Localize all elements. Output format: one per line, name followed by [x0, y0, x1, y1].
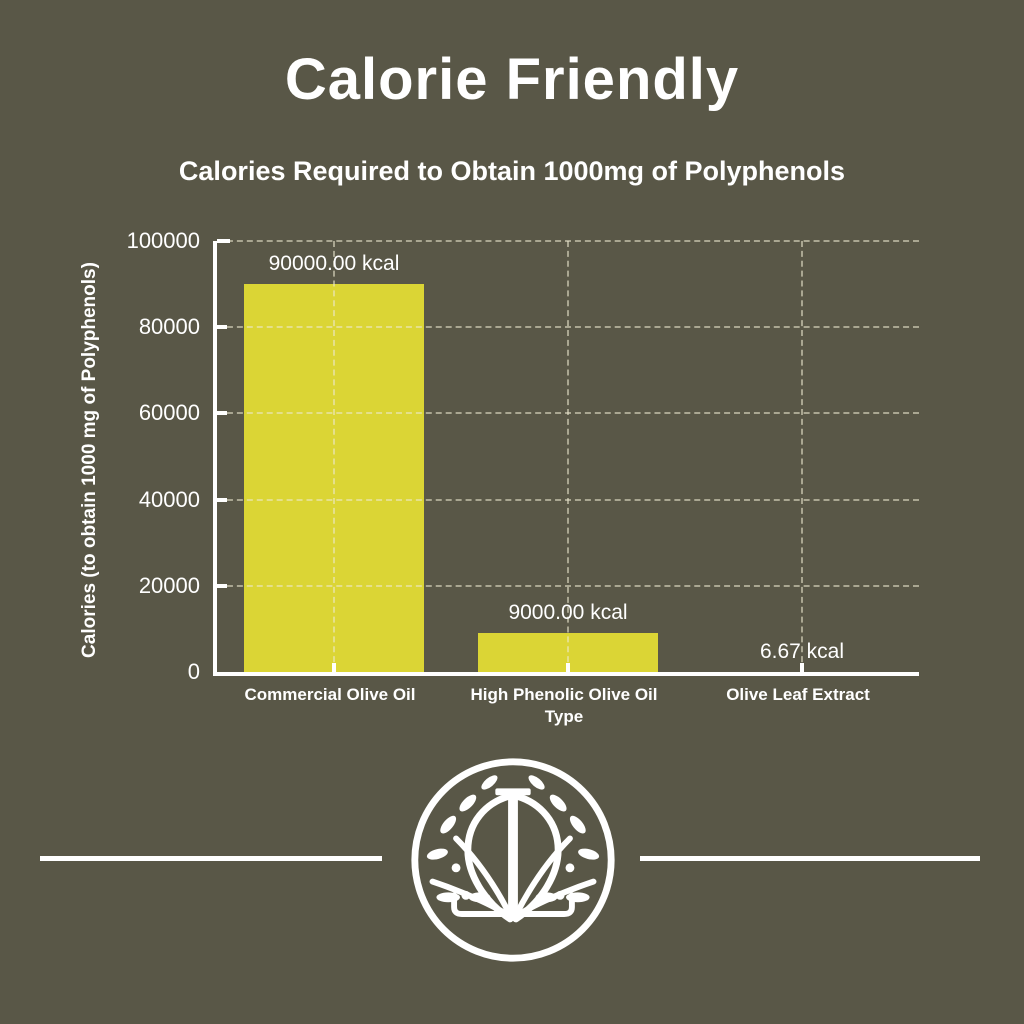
y-tick-label: 100000 [126, 228, 200, 253]
olive-tree-logo-icon [405, 752, 621, 968]
y-tick-label: 0 [187, 659, 200, 684]
x-axis-labels: Commercial Olive Oil High Phenolic Olive … [213, 684, 915, 754]
y-tick-mark [217, 411, 227, 416]
y-tick-label: 60000 [138, 400, 200, 426]
gridline-vertical [801, 241, 803, 672]
x-category-label: Commercial Olive Oil [244, 685, 416, 704]
x-category-label: High Phenolic Olive Oil Type [470, 685, 658, 727]
y-tick-mark [217, 583, 227, 588]
bar-value-label: 6.67 kcal [759, 639, 845, 663]
x-tick-mark [800, 663, 804, 672]
x-tick-mark [566, 663, 570, 672]
y-axis-label: Calories (to obtain 1000 mg of Polypheno… [79, 262, 100, 658]
gridline-vertical [333, 241, 335, 672]
page-title: Calorie Friendly [284, 47, 740, 112]
y-axis-tick-labels: 0 20000 40000 60000 80000 100000 [100, 229, 200, 684]
y-tick-label: 80000 [138, 314, 200, 340]
y-tick-mark [217, 497, 227, 502]
bar-value-label: 90000.00 kcal [268, 252, 400, 276]
divider-line-left [40, 856, 382, 861]
chart-title: Calories Required to Obtain 1000mg of Po… [178, 156, 846, 186]
x-tick-mark [332, 663, 336, 672]
x-category-label: Olive Leaf Extract [726, 685, 870, 704]
divider-line-right [640, 856, 980, 861]
plot-area: 90000.00 kcal 9000.00 kcal 6.67 kcal [213, 239, 919, 676]
y-tick-label: 40000 [138, 486, 200, 512]
gridline-vertical [567, 241, 569, 672]
y-tick-mark [217, 325, 227, 330]
y-tick-mark [217, 239, 227, 243]
bar-value-label: 9000.00 kcal [508, 601, 628, 625]
y-tick-label: 20000 [138, 572, 200, 598]
